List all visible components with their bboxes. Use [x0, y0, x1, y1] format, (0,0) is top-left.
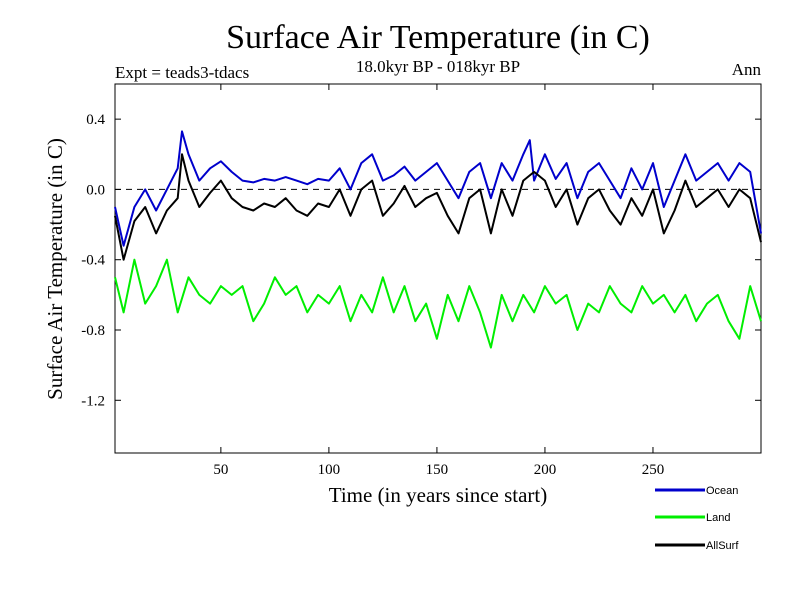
plot-frame: [114, 83, 762, 454]
season-label: Ann: [732, 60, 762, 79]
series-line-ocean: [114, 130, 762, 247]
y-tick-label: 0.0: [86, 182, 105, 198]
plot-area: [114, 83, 762, 454]
x-tick-label: 100: [318, 462, 341, 478]
x-tick-label: 250: [642, 462, 665, 478]
y-tick-label: -1.2: [81, 393, 105, 409]
y-tick-label: -0.8: [81, 323, 105, 339]
series-line-allsurf: [114, 153, 762, 261]
x-tick-label: 150: [426, 462, 449, 478]
chart-title: Surface Air Temperature (in C): [226, 19, 650, 56]
legend-label-land: Land: [706, 512, 730, 524]
legend-label-ocean: Ocean: [706, 485, 738, 497]
series-layer: [114, 130, 762, 349]
y-axis-label: Surface Air Temperature (in C): [43, 138, 67, 400]
y-tick-label: -0.4: [81, 253, 105, 269]
legend-label-allsurf: AllSurf: [706, 540, 739, 552]
series-line-land: [114, 258, 762, 349]
legend: Ocean Land AllSurf: [655, 485, 739, 552]
y-axis: 0.4 0.0 -0.4 -0.8 -1.2: [81, 112, 761, 409]
x-axis: 50 100 150 200 250: [213, 84, 664, 478]
x-tick-label: 50: [213, 462, 228, 478]
x-tick-label: 200: [534, 462, 557, 478]
y-tick-label: 0.4: [86, 112, 105, 128]
x-axis-label: Time (in years since start): [329, 483, 548, 507]
experiment-label: Expt = teads3-tdacs: [115, 63, 249, 82]
chart-subtitle: 18.0kyr BP - 018kyr BP: [356, 57, 520, 76]
